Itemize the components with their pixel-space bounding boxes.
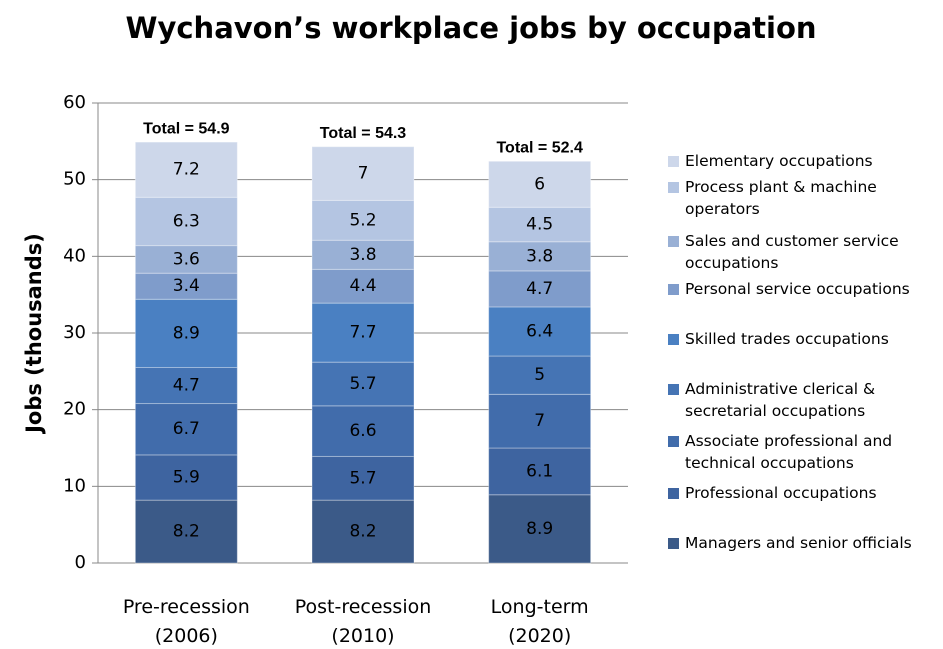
legend-item: Sales and customer service occupations — [668, 230, 938, 274]
legend-item: Elementary occupations — [668, 150, 938, 172]
data-label: 8.9 — [526, 519, 553, 539]
legend-item: Skilled trades occupations — [668, 328, 938, 350]
bar-segment — [134, 298, 238, 368]
bar-segment — [134, 403, 238, 456]
chart-title: Wychavon’s workplace jobs by occupation — [125, 11, 816, 45]
data-label: 3.4 — [173, 276, 200, 296]
bar-segment — [134, 196, 238, 247]
bar-segment — [488, 206, 592, 243]
total-annotation: Total = 54.9 — [143, 120, 230, 137]
legend-label: Skilled trades occupations — [685, 330, 889, 348]
legend-swatch — [668, 436, 679, 447]
data-label: 7.2 — [173, 160, 200, 180]
y-tick-label: 0 — [75, 552, 86, 573]
bar-segment — [134, 499, 238, 564]
bar-segment — [134, 367, 238, 405]
legend-item: Process plant & machine operators — [668, 176, 938, 220]
bar-segment — [311, 361, 415, 407]
legend-label: Sales and customer service occupations — [685, 232, 899, 272]
bar-segment — [134, 272, 238, 300]
data-label: 4.7 — [173, 376, 200, 396]
data-label: 3.8 — [349, 245, 376, 265]
data-label: 6.7 — [173, 419, 200, 439]
legend-label: Process plant & machine operators — [685, 178, 877, 218]
legend-item: Personal service occupations — [668, 278, 938, 300]
data-label: 5.9 — [173, 468, 200, 488]
data-label: 8.2 — [173, 522, 200, 542]
data-label: 6.6 — [349, 421, 376, 441]
data-label: 6 — [534, 174, 545, 194]
bar-segment — [488, 241, 592, 272]
data-label: 4.4 — [349, 276, 376, 296]
legend-label: Administrative clerical & secretarial oc… — [685, 380, 876, 420]
bar-segment — [311, 239, 415, 270]
data-label: 3.8 — [526, 246, 553, 266]
legend-label: Professional occupations — [685, 484, 877, 502]
data-label: 8.9 — [173, 323, 200, 343]
bar-segment — [311, 199, 415, 241]
x-tick-label: Long-term (2020) — [491, 596, 589, 647]
data-label: 5.7 — [349, 374, 376, 394]
legend-item: Managers and senior officials — [668, 532, 938, 554]
data-label: 5 — [534, 365, 545, 385]
legend-swatch — [668, 384, 679, 395]
legend-swatch — [668, 156, 679, 167]
data-label: 4.5 — [526, 215, 553, 235]
total-annotation: Total = 54.3 — [320, 125, 407, 142]
data-label: 3.6 — [173, 249, 200, 269]
y-tick-label: 40 — [63, 245, 86, 266]
y-axis-title: Jobs (thousands) — [22, 233, 46, 435]
legend-swatch — [668, 236, 679, 247]
bar-segment — [488, 306, 592, 357]
y-tick-label: 10 — [63, 475, 86, 496]
y-tick-label: 60 — [63, 92, 86, 113]
data-label: 7.7 — [349, 323, 376, 343]
legend-label: Personal service occupations — [685, 280, 910, 298]
bar-segment — [311, 146, 415, 201]
legend-swatch — [668, 538, 679, 549]
x-tick-label: Pre-recession (2006) — [123, 596, 250, 647]
y-tick-label: 30 — [63, 322, 86, 343]
legend-label: Associate professional and technical occ… — [685, 432, 893, 472]
data-label: 7 — [534, 411, 545, 431]
legend-item: Administrative clerical & secretarial oc… — [668, 378, 938, 422]
y-tick-label: 50 — [63, 169, 86, 190]
data-label: 5.2 — [349, 210, 376, 230]
legend-swatch — [668, 284, 679, 295]
legend-label: Elementary occupations — [685, 152, 873, 170]
bar-segment — [134, 141, 238, 198]
legend-item: Professional occupations — [668, 482, 938, 504]
bar-segment — [311, 405, 415, 457]
total-annotation: Total = 52.4 — [496, 139, 583, 156]
bar-segment — [311, 499, 415, 564]
bar-segment — [311, 268, 415, 304]
data-label: 6.3 — [173, 211, 200, 231]
legend-label: Managers and senior officials — [685, 534, 912, 552]
legend-swatch — [668, 182, 679, 193]
legend-swatch — [668, 488, 679, 499]
bar-segment — [311, 302, 415, 363]
bar-segment — [488, 160, 592, 208]
bar-segment — [488, 494, 592, 564]
data-label: 6.1 — [526, 461, 553, 481]
bar-segment — [488, 393, 592, 449]
data-label: 5.7 — [349, 468, 376, 488]
legend-swatch — [668, 334, 679, 345]
x-tick-label: Post-recession (2010) — [295, 596, 432, 647]
bar-segment — [488, 447, 592, 496]
bar-segment — [134, 454, 238, 501]
data-label: 6.4 — [526, 321, 553, 341]
data-label: 7 — [358, 164, 369, 184]
data-label: 4.7 — [526, 279, 553, 299]
bar-segment — [488, 270, 592, 308]
legend-item: Associate professional and technical occ… — [668, 430, 938, 474]
bar-segment — [311, 455, 415, 501]
data-label: 8.2 — [349, 522, 376, 542]
y-tick-label: 20 — [63, 399, 86, 420]
